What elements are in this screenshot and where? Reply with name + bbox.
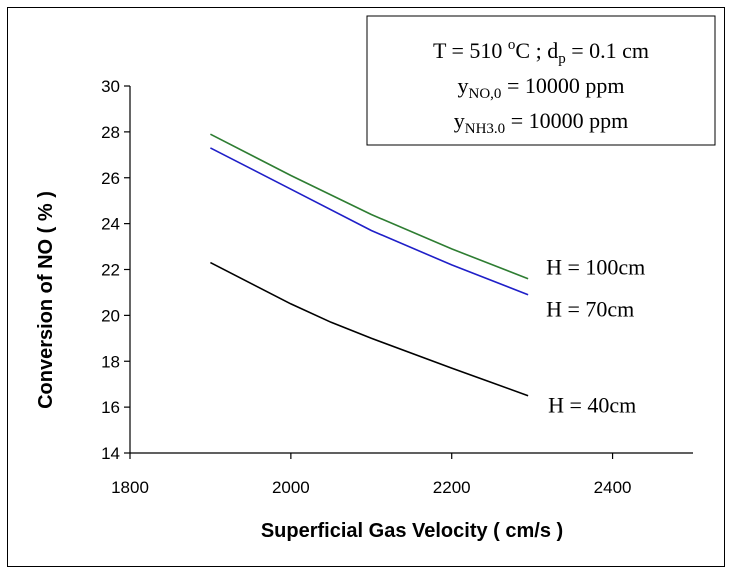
annotation-y-2: y [458, 73, 469, 98]
y-tick-label: 26 [101, 169, 120, 188]
y-tick-label: 30 [101, 77, 120, 96]
x-axis-title: Superficial Gas Velocity ( cm/s ) [261, 520, 563, 542]
y-axis-title: Conversion of NO ( % ) [35, 191, 57, 409]
annotation-t: T = 510 [433, 38, 508, 63]
series-line-1 [210, 147, 529, 296]
annotation-border [366, 15, 716, 146]
y-tick-label: 14 [101, 444, 120, 463]
annotation-c: C ; d [515, 38, 558, 63]
y-tick-label: 28 [101, 123, 120, 142]
series-label-2: H = 40cm [548, 393, 636, 418]
annotation-rest-3: = 10000 ppm [505, 108, 628, 133]
annotation-sub-2: NO,0 [469, 86, 502, 102]
x-tick-label: 2000 [272, 478, 310, 497]
y-tick-label: 22 [101, 261, 120, 280]
annotation-rest-2: = 10000 ppm [501, 73, 624, 98]
series-group: H = 100cm H = 70cm H = 40cm [210, 133, 645, 418]
y-ticks: 14 16 18 20 22 24 26 28 30 [101, 77, 130, 463]
x-ticks: 1800 2000 2200 2400 [111, 453, 631, 497]
series-line-0 [210, 133, 529, 280]
annotation-line-1: T = 510 oC ; dp = 0.1 cm [433, 37, 649, 67]
x-tick-label: 2200 [433, 478, 471, 497]
series-label-1: H = 70cm [546, 297, 634, 322]
annotation-rest-1: = 0.1 cm [566, 38, 649, 63]
annotation-y-3: y [454, 108, 465, 133]
annotation-box: T = 510 oC ; dp = 0.1 cm yNO,0 = 10000 p… [366, 15, 716, 146]
y-tick-label: 20 [101, 306, 120, 325]
series-label-0: H = 100cm [546, 255, 645, 280]
annotation-p-sub: p [558, 51, 566, 67]
y-tick-label: 16 [101, 398, 120, 417]
annotation-line-2: yNO,0 = 10000 ppm [458, 73, 625, 102]
series-line-2 [210, 261, 529, 397]
x-tick-label: 2400 [594, 478, 632, 497]
y-tick-label: 18 [101, 352, 120, 371]
annotation-sub-3: NH3.0 [465, 121, 505, 137]
y-tick-label: 24 [101, 215, 120, 234]
annotation-degree-sup: o [508, 37, 516, 53]
x-tick-label: 1800 [111, 478, 149, 497]
annotation-line-3: yNH3.0 = 10000 ppm [454, 108, 628, 137]
